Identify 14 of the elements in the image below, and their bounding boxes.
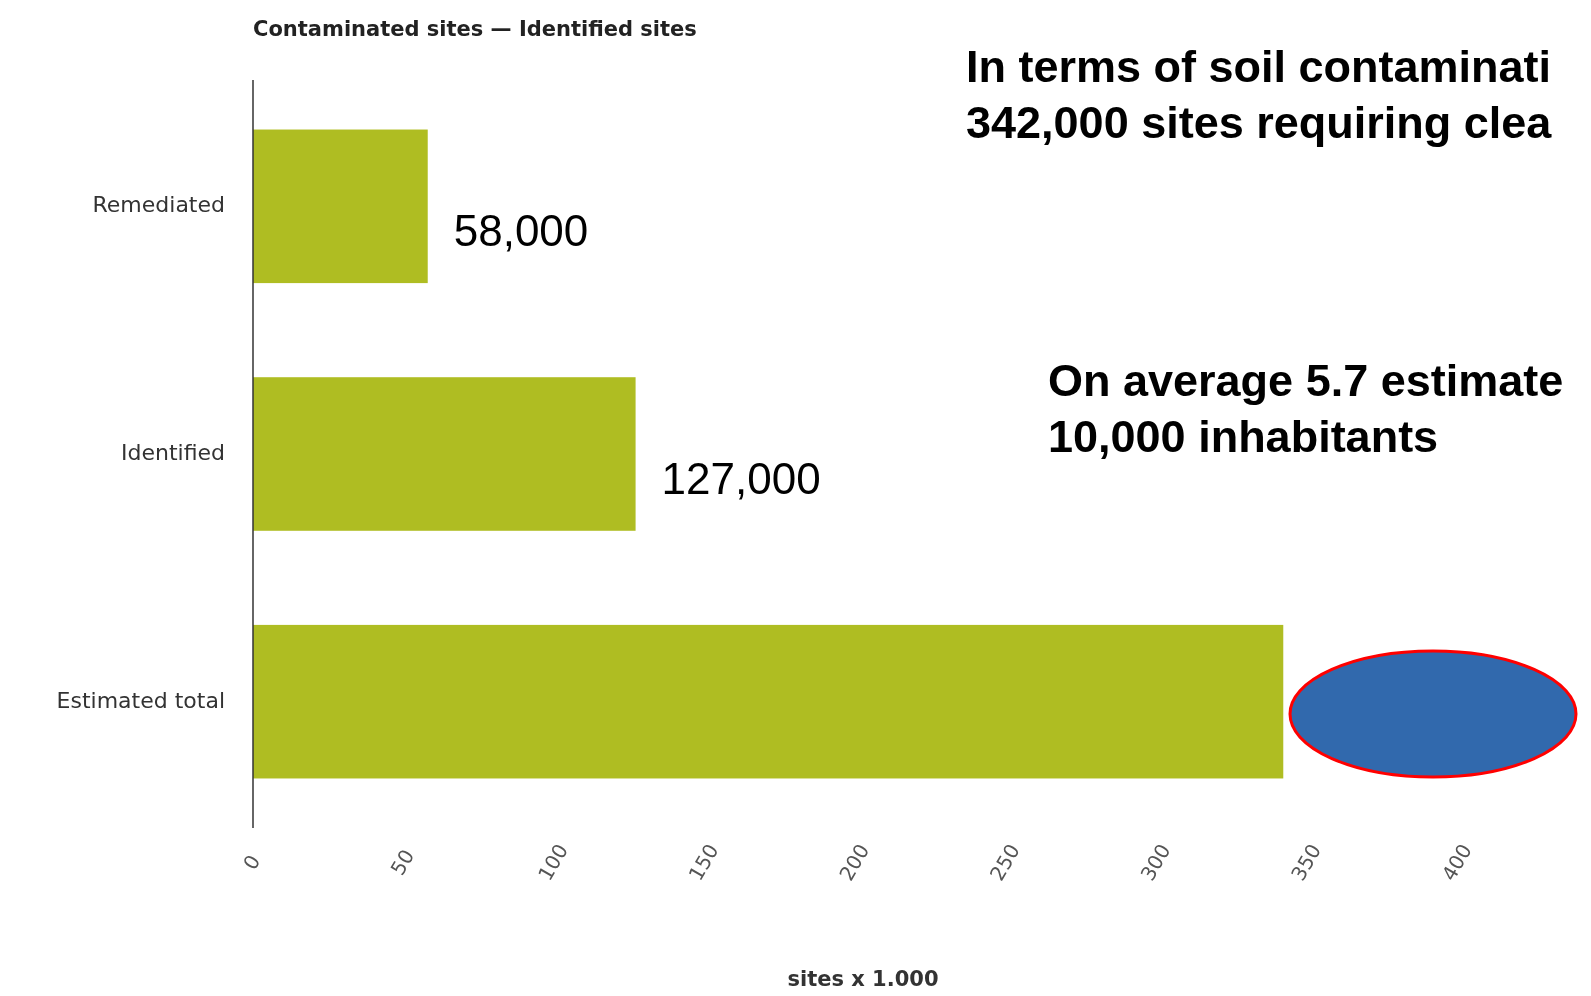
annotation: On average 5.7 estimate 10,000 inhabitants (1048, 355, 1564, 462)
x-axis-title: sites x 1.000 (787, 967, 939, 991)
y-tick-label: Identified (120, 440, 225, 465)
annotation: 127,000 (661, 454, 821, 503)
bar (253, 129, 428, 284)
y-tick-label: Estimated total (56, 687, 225, 713)
annotation: 58,000 (453, 206, 589, 256)
annotation: In terms of soil contaminati 342,000 sites requiring clea (966, 41, 1553, 148)
y-tick-label: Remediated (92, 192, 225, 218)
bar (253, 624, 1284, 779)
chart-title: Contaminated sites — Identified sites (253, 17, 697, 41)
x-tick-label: 0 (238, 850, 266, 874)
x-tick-label: 50 (385, 845, 420, 880)
bar (253, 377, 636, 531)
